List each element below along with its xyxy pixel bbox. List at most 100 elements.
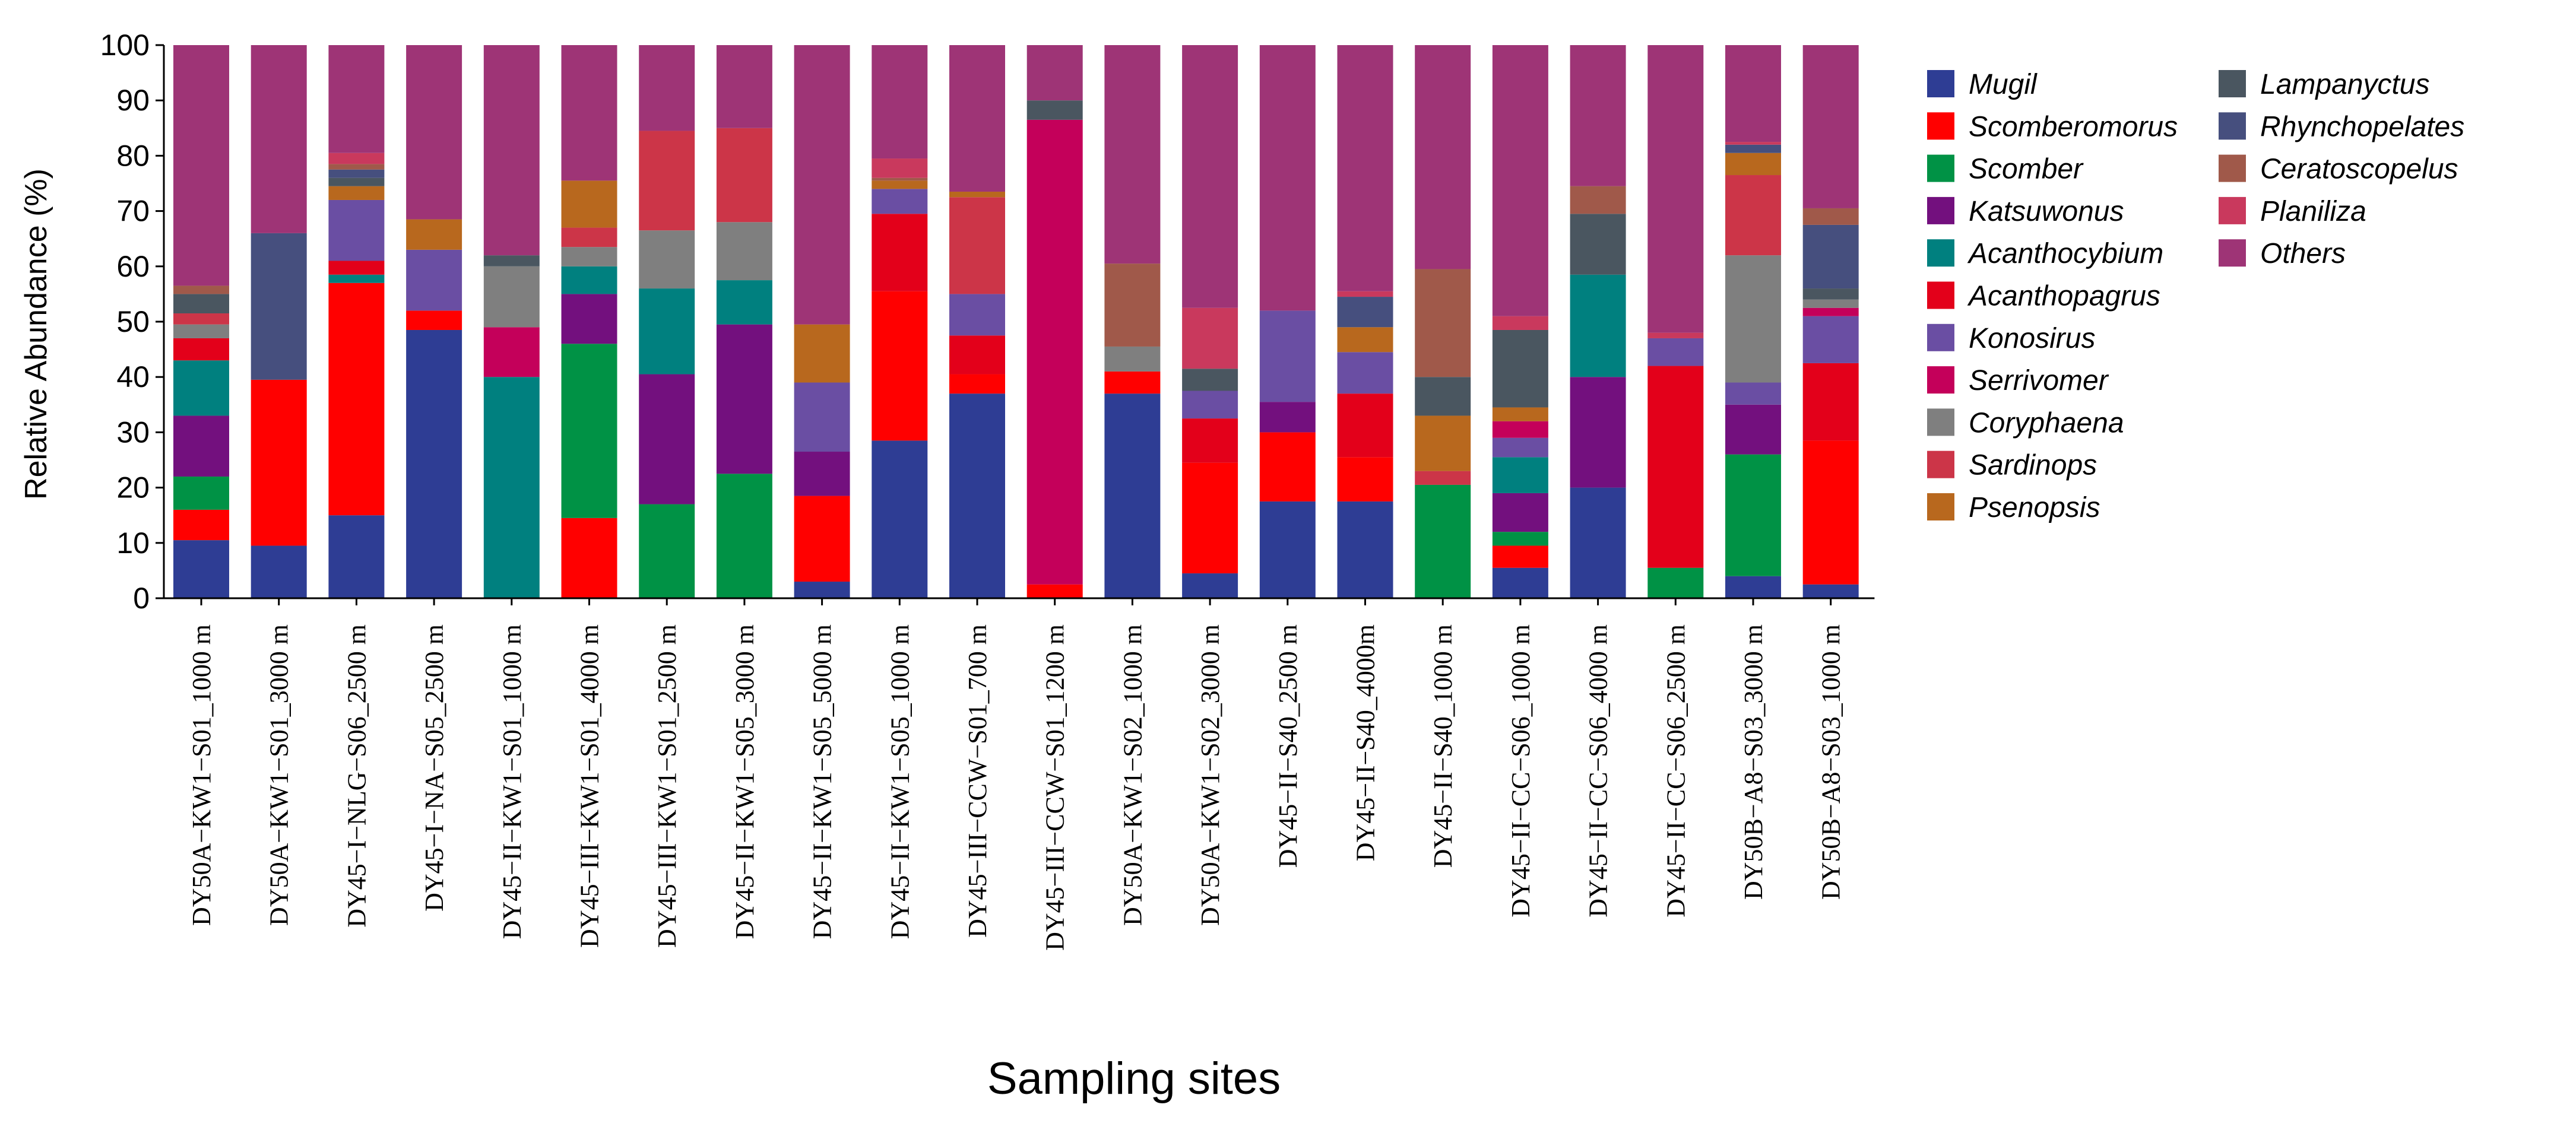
bar-segment: Mugil: 28.5%	[872, 440, 928, 598]
bar-stack: Acanthocybium: 40%Serrivomer: 9%Coryphae…	[483, 45, 540, 598]
legend-swatch	[1927, 196, 1954, 224]
legend-label: Acanthopagrus	[1967, 281, 2160, 312]
bar-segment: Scomber: 22%	[1725, 454, 1781, 576]
bar-segment: Ceratoscopelus: 5%	[1570, 186, 1626, 214]
bar-segment: Acanthocybium: 8%	[716, 280, 772, 325]
legend-item: Psenopsis	[1927, 492, 2100, 523]
x-tick-label: DY45−III−CCW−S01_1200 m	[1041, 624, 1070, 951]
bar-segment: Mugil: 9.5%	[251, 545, 307, 598]
y-axis: 0 10 20 30 40 50 60 70 80 90 100	[100, 28, 165, 615]
bar-segment: Coryphaena: 4.5%	[1104, 346, 1161, 372]
legend-label: Sardinops	[1969, 450, 2097, 481]
x-tick-label: DY50B−A8−S03_1000 m	[1817, 624, 1846, 900]
bar-segment: Scomberomorus: 27%	[872, 291, 928, 441]
bar-segment: Others: 48%	[1259, 45, 1316, 311]
bar-segment: Coryphaena: 23%	[1725, 255, 1781, 383]
bar-segment: Konosirus: 7.5%	[1337, 352, 1393, 394]
legend-swatch	[1927, 154, 1954, 182]
bar-stack: Mugil: 3%Scomberomorus: 15.5%Katsuwonus:…	[794, 45, 850, 598]
legend-item: Scomberomorus	[1927, 111, 2178, 142]
bar-segment: Planiliza: 1%	[1337, 291, 1393, 297]
bar-segment: Scomberomorus: 15.5%	[794, 496, 850, 582]
bar-segment: Konosirus: 7.5%	[949, 294, 1005, 336]
bar-segment: Konosirus: 4.5%	[872, 189, 928, 214]
bar-segment: Scomber: 6%	[173, 476, 229, 510]
bar-segment: Mugil: 17.5%	[1259, 501, 1316, 598]
bar-segment: Mugil: 37%	[949, 393, 1005, 598]
bar-segment: Katsuwonus: 8%	[794, 452, 850, 496]
bar-segment: Katsuwonus: 9%	[561, 294, 617, 344]
legend-label: Mugil	[1969, 69, 2038, 100]
bar-segment: Mugil: 3%	[794, 582, 850, 598]
bar-segment: Others: 52%	[1647, 45, 1704, 333]
x-tick-label: DY45−II−CC−S06_4000 m	[1584, 624, 1613, 918]
x-tick-label: DY45−I−NLG−S06_2500 m	[342, 624, 371, 928]
bar-segment: Mugil: 37%	[1104, 393, 1161, 598]
bar-segment: Rhynchopelates: 1.5%	[1725, 144, 1781, 153]
bar-segment: Scomber: 31.5%	[561, 344, 617, 518]
legend-label: Scomber	[1969, 154, 2084, 185]
bar-stack: Scomber: 17%Katsuwonus: 23.5%Acanthocybi…	[639, 45, 695, 598]
legend-swatch	[1927, 450, 1954, 478]
legend-label: Scomberomorus	[1969, 111, 2178, 142]
y-tick-label: 100	[100, 28, 150, 62]
bar-segment: Scomberomorus: 42%	[328, 282, 385, 516]
bar-segment: Serrivomer: 84%	[1026, 119, 1083, 585]
bar-segment: Rhynchopelates: 11.5%	[1802, 224, 1859, 289]
bar-segment: Scomber: 5.5%	[1647, 567, 1704, 598]
bar-segment: Scomberomorus: 26%	[1802, 440, 1859, 585]
legend-item: Konosirus	[1927, 323, 2095, 354]
bar-segment: Acanthocybium: 15.5%	[639, 288, 695, 374]
bar-segment: Psenopsis: 2.5%	[328, 186, 385, 200]
bar-segment: Konosirus: 11%	[406, 249, 462, 311]
x-tick-label: DY45−II−S40_1000 m	[1428, 624, 1457, 868]
bar-segment: Scomberomorus: 30%	[251, 379, 307, 546]
bar-segment: Mugil: 20%	[1570, 487, 1626, 598]
bar-segment: Katsuwonus: 27%	[716, 324, 772, 474]
bar-segment: Lampanyctus: 1.5%	[328, 177, 385, 186]
bar-segment: Sardinops: 2%	[173, 313, 229, 325]
bar-segment: Katsuwonus: 9%	[1725, 404, 1781, 455]
legend-item: Katsuwonus	[1927, 196, 2124, 227]
bar-segment: Others: 26.5%	[949, 45, 1005, 192]
bar-segment: Others: 17.5%	[1725, 45, 1781, 142]
bar-segment: Ceratoscopelus: 3%	[1802, 208, 1859, 225]
bar-segment: Konosirus: 8.5%	[1802, 316, 1859, 363]
x-tick-label: DY50B−A8−S03_3000 m	[1739, 624, 1768, 900]
x-tick-label: DY45−III−KW1−S01_2500 m	[652, 624, 682, 948]
bar-segment: Ceratoscopelus: 1%	[328, 164, 385, 170]
y-tick-label: 40	[116, 360, 150, 393]
legend-item: Acanthopagrus	[1927, 281, 2160, 312]
bar-segment: Others: 38%	[483, 45, 540, 256]
bar-segment: Acanthocybium: 1.5%	[328, 274, 385, 283]
legend-item: Ceratoscopelus	[2219, 154, 2458, 185]
legend-item: Scomber	[1927, 154, 2084, 185]
bar-segment: Coryphaena: 11%	[483, 266, 540, 328]
bar-segment: Serrivomer: 9%	[483, 327, 540, 377]
bar-segment: Others: 15%	[716, 45, 772, 128]
bar-segment: Coryphaena: 10.5%	[716, 222, 772, 281]
x-tick-label: DY45−III−KW1−S01_4000 m	[575, 624, 604, 948]
x-tick-label: DY50A−KW1−S01_1000 m	[187, 624, 216, 926]
bar-segment: Konosirus: 3.5%	[1492, 437, 1548, 458]
legend-item: Others	[2219, 238, 2346, 269]
bar-stack: Scomber: 5.5%Acanthopagrus: 36.5%Konosir…	[1647, 45, 1704, 598]
bar-stack: Mugil: 37%Scomberomorus: 3.5%Acanthopagr…	[949, 45, 1005, 598]
y-tick-label: 90	[116, 84, 150, 117]
bar-segment: Scomberomorus: 4%	[1492, 545, 1548, 568]
bar-segment: Sardinops: 14.5%	[1725, 175, 1781, 256]
bar-segment: Scomberomorus: 2.5%	[1026, 584, 1083, 598]
legend: Mugil Scomberomorus Scomber Katsuwonus Acant…	[1927, 69, 2464, 523]
y-tick-label: 10	[116, 526, 150, 560]
bar-segment: Sardinops: 17%	[716, 128, 772, 223]
bar-segment: Lampanyctus: 4%	[1182, 369, 1238, 391]
y-tick-label: 80	[116, 139, 150, 172]
bar-segment: Others: 10%	[1026, 45, 1083, 101]
bar-segment: Scomber: 2.5%	[1492, 532, 1548, 546]
bar-segment: Lampanyctus: 2%	[1802, 288, 1859, 300]
legend-swatch	[1927, 323, 1954, 351]
bar-segment: Serrivomer: 1.5%	[1802, 307, 1859, 316]
bar-segment: Psenopsis: 1%	[949, 191, 1005, 198]
x-axis-title: Sampling sites	[987, 1053, 1281, 1104]
bar-stack: Mugil: 2.5%Scomberomorus: 26%Acanthopagr…	[1802, 45, 1859, 598]
